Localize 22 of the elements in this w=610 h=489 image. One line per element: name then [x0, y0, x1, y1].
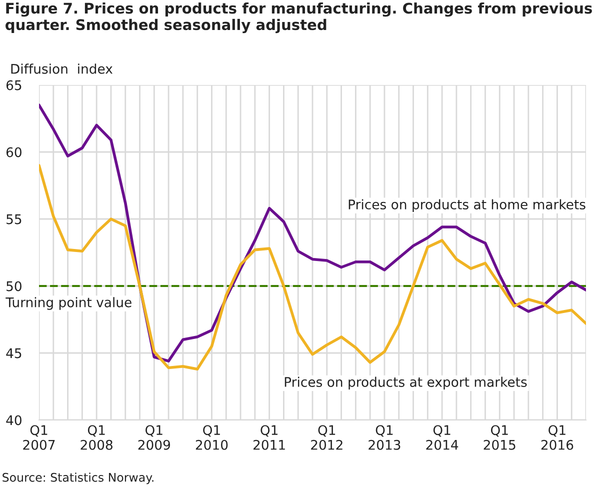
x-tick-label: Q1 2014 — [426, 425, 458, 450]
x-tick-label: Q1 2007 — [23, 425, 55, 450]
y-tick-label: 65 — [6, 80, 22, 90]
chart-title: Figure 7. Prices on products for manufacturing. Changes from previous quarter. Smoothed seasonally adjusted — [6, 2, 592, 34]
x-tick-label: Q1 2016 — [541, 425, 574, 450]
y-axis-title: Diffusion index — [11, 64, 113, 74]
x-tick-label: Q1 2012 — [311, 425, 342, 450]
x-tick-label: Q1 2013 — [368, 425, 400, 450]
series-label: Prices on products at home markets — [348, 199, 586, 212]
ref-line-label: Turning point value — [6, 297, 132, 310]
x-tick-label: Q1 2015 — [484, 425, 516, 450]
y-tick-label: 40 — [6, 415, 22, 426]
x-tick-label: Q1 2008 — [80, 425, 112, 450]
x-tick-label: Q1 2009 — [138, 425, 170, 450]
text: Prices on products at export markets — [284, 376, 527, 390]
source-note: Source: Statistics Norway. — [2, 472, 154, 484]
y-tick-label: 55 — [6, 214, 22, 224]
y-tick-label: 45 — [6, 348, 22, 358]
x-tick-label: Q1 2011 — [253, 425, 285, 450]
y-tick-label: 60 — [6, 147, 22, 158]
x-tick-label: Q1 2010 — [196, 425, 228, 450]
y-tick-label: 50 — [6, 281, 22, 292]
